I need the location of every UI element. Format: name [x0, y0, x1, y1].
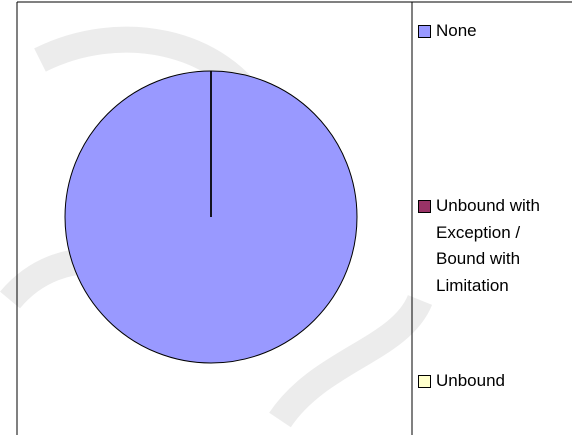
- legend-label: Unbound: [436, 371, 506, 390]
- legend-item: None: [418, 18, 558, 45]
- legend-swatch: [418, 200, 431, 213]
- legend-swatch: [418, 375, 431, 388]
- legend-label: Unbound with Exception / Bound with Limi…: [436, 196, 540, 295]
- legend-label: None: [436, 21, 477, 40]
- legend-item: Unbound: [418, 368, 558, 395]
- pie: [64, 70, 358, 364]
- legend-swatch: [418, 25, 431, 38]
- legend-item: Unbound with Exception / Bound with Limi…: [418, 193, 558, 299]
